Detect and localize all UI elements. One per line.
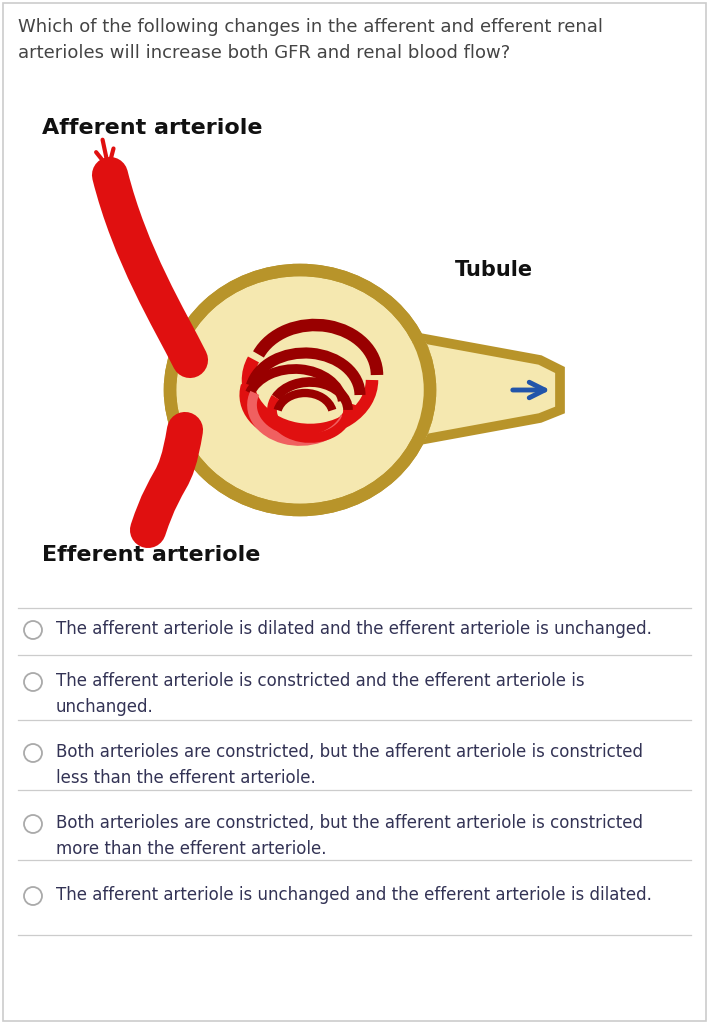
Text: Afferent arteriole: Afferent arteriole <box>42 118 262 138</box>
Circle shape <box>24 673 42 691</box>
Circle shape <box>24 887 42 905</box>
Circle shape <box>24 815 42 833</box>
Text: The afferent arteriole is unchanged and the efferent arteriole is dilated.: The afferent arteriole is unchanged and … <box>56 886 652 904</box>
Text: The afferent arteriole is dilated and the efferent arteriole is unchanged.: The afferent arteriole is dilated and th… <box>56 620 652 638</box>
Text: Tubule: Tubule <box>455 260 533 280</box>
Text: Efferent arteriole: Efferent arteriole <box>42 545 260 565</box>
Circle shape <box>24 621 42 639</box>
Text: Both arterioles are constricted, but the afferent arteriole is constricted
less : Both arterioles are constricted, but the… <box>56 743 643 786</box>
Text: Both arterioles are constricted, but the afferent arteriole is constricted
more : Both arterioles are constricted, but the… <box>56 814 643 858</box>
Text: The afferent arteriole is constricted and the efferent arteriole is
unchanged.: The afferent arteriole is constricted an… <box>56 672 585 716</box>
Circle shape <box>24 744 42 762</box>
Text: Which of the following changes in the afferent and efferent renal
arterioles wil: Which of the following changes in the af… <box>18 18 603 62</box>
Ellipse shape <box>170 270 430 510</box>
Polygon shape <box>420 338 560 440</box>
Ellipse shape <box>406 338 434 442</box>
